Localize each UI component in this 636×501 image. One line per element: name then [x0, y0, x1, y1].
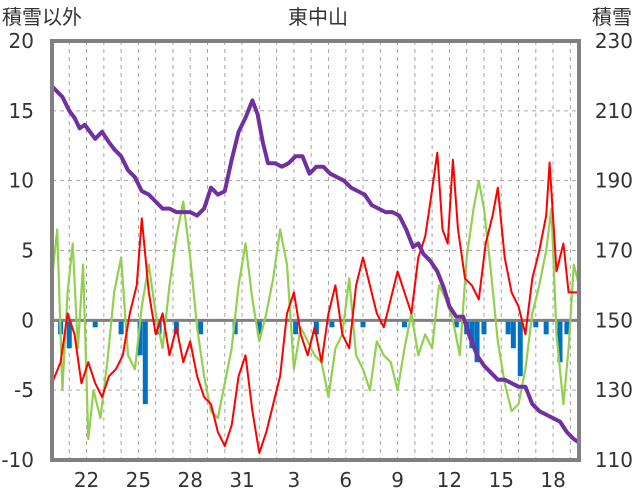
bar — [474, 320, 480, 363]
right-tick-label: 170 — [595, 239, 633, 263]
bar — [118, 320, 124, 335]
left-axis-title: 積雪以外 — [2, 5, 82, 29]
x-tick-label: 12 — [437, 468, 462, 492]
left-tick-label: 0 — [21, 308, 34, 332]
x-tick-label: 18 — [540, 468, 565, 492]
left-tick-label: -5 — [14, 378, 34, 402]
bar — [256, 320, 262, 335]
left-tick-label: 10 — [9, 169, 34, 193]
bar — [66, 320, 72, 349]
x-tick-label: 28 — [178, 468, 203, 492]
bar — [517, 320, 523, 377]
left-tick-label: 5 — [21, 239, 34, 263]
x-tick-label: 3 — [288, 468, 301, 492]
x-tick-label: 25 — [126, 468, 151, 492]
grid-lines — [52, 41, 579, 460]
x-tick-label: 6 — [339, 468, 352, 492]
left-y-axis-ticks: 20 15 10 5 0 -5 -10 — [1, 29, 34, 472]
right-tick-label: 230 — [595, 29, 633, 53]
x-tick-label: 22 — [74, 468, 99, 492]
bar — [137, 320, 143, 356]
red-series-line — [51, 151, 580, 454]
chart-title: 東中山 — [288, 5, 348, 29]
right-tick-label: 210 — [595, 99, 633, 123]
left-tick-label: 20 — [9, 29, 34, 53]
bar — [142, 320, 148, 405]
x-tick-label: 9 — [391, 468, 404, 492]
bar — [533, 320, 539, 328]
bar — [543, 320, 549, 335]
green-series-line — [50, 179, 581, 441]
right-tick-label: 150 — [595, 308, 633, 332]
bar — [293, 320, 299, 335]
bar — [469, 320, 475, 349]
line-series — [50, 84, 581, 454]
x-tick-label: 15 — [489, 468, 514, 492]
left-tick-label: 15 — [9, 99, 34, 123]
x-tick-label: 31 — [229, 468, 254, 492]
bar — [453, 320, 459, 328]
bar — [92, 320, 98, 328]
bar — [557, 320, 563, 363]
right-tick-label: 110 — [595, 448, 633, 472]
snow-depth-line — [50, 84, 581, 445]
bar — [232, 320, 238, 335]
bar — [505, 320, 511, 335]
right-tick-label: 130 — [595, 378, 633, 402]
bar — [510, 320, 516, 349]
right-tick-label: 190 — [595, 169, 633, 193]
plot-frame — [50, 39, 581, 462]
left-tick-label: -10 — [1, 448, 34, 472]
right-y-axis-ticks: 230 210 190 170 150 130 110 — [595, 29, 633, 472]
bar — [360, 320, 366, 328]
bar — [564, 320, 570, 335]
bar — [481, 320, 487, 335]
bar — [401, 320, 407, 328]
bar — [198, 320, 204, 335]
bar — [329, 320, 335, 328]
x-axis-ticks: 22 25 28 31 3 6 9 12 15 18 — [74, 468, 566, 492]
bar — [313, 320, 319, 335]
right-axis-title: 積雪 — [592, 5, 632, 29]
